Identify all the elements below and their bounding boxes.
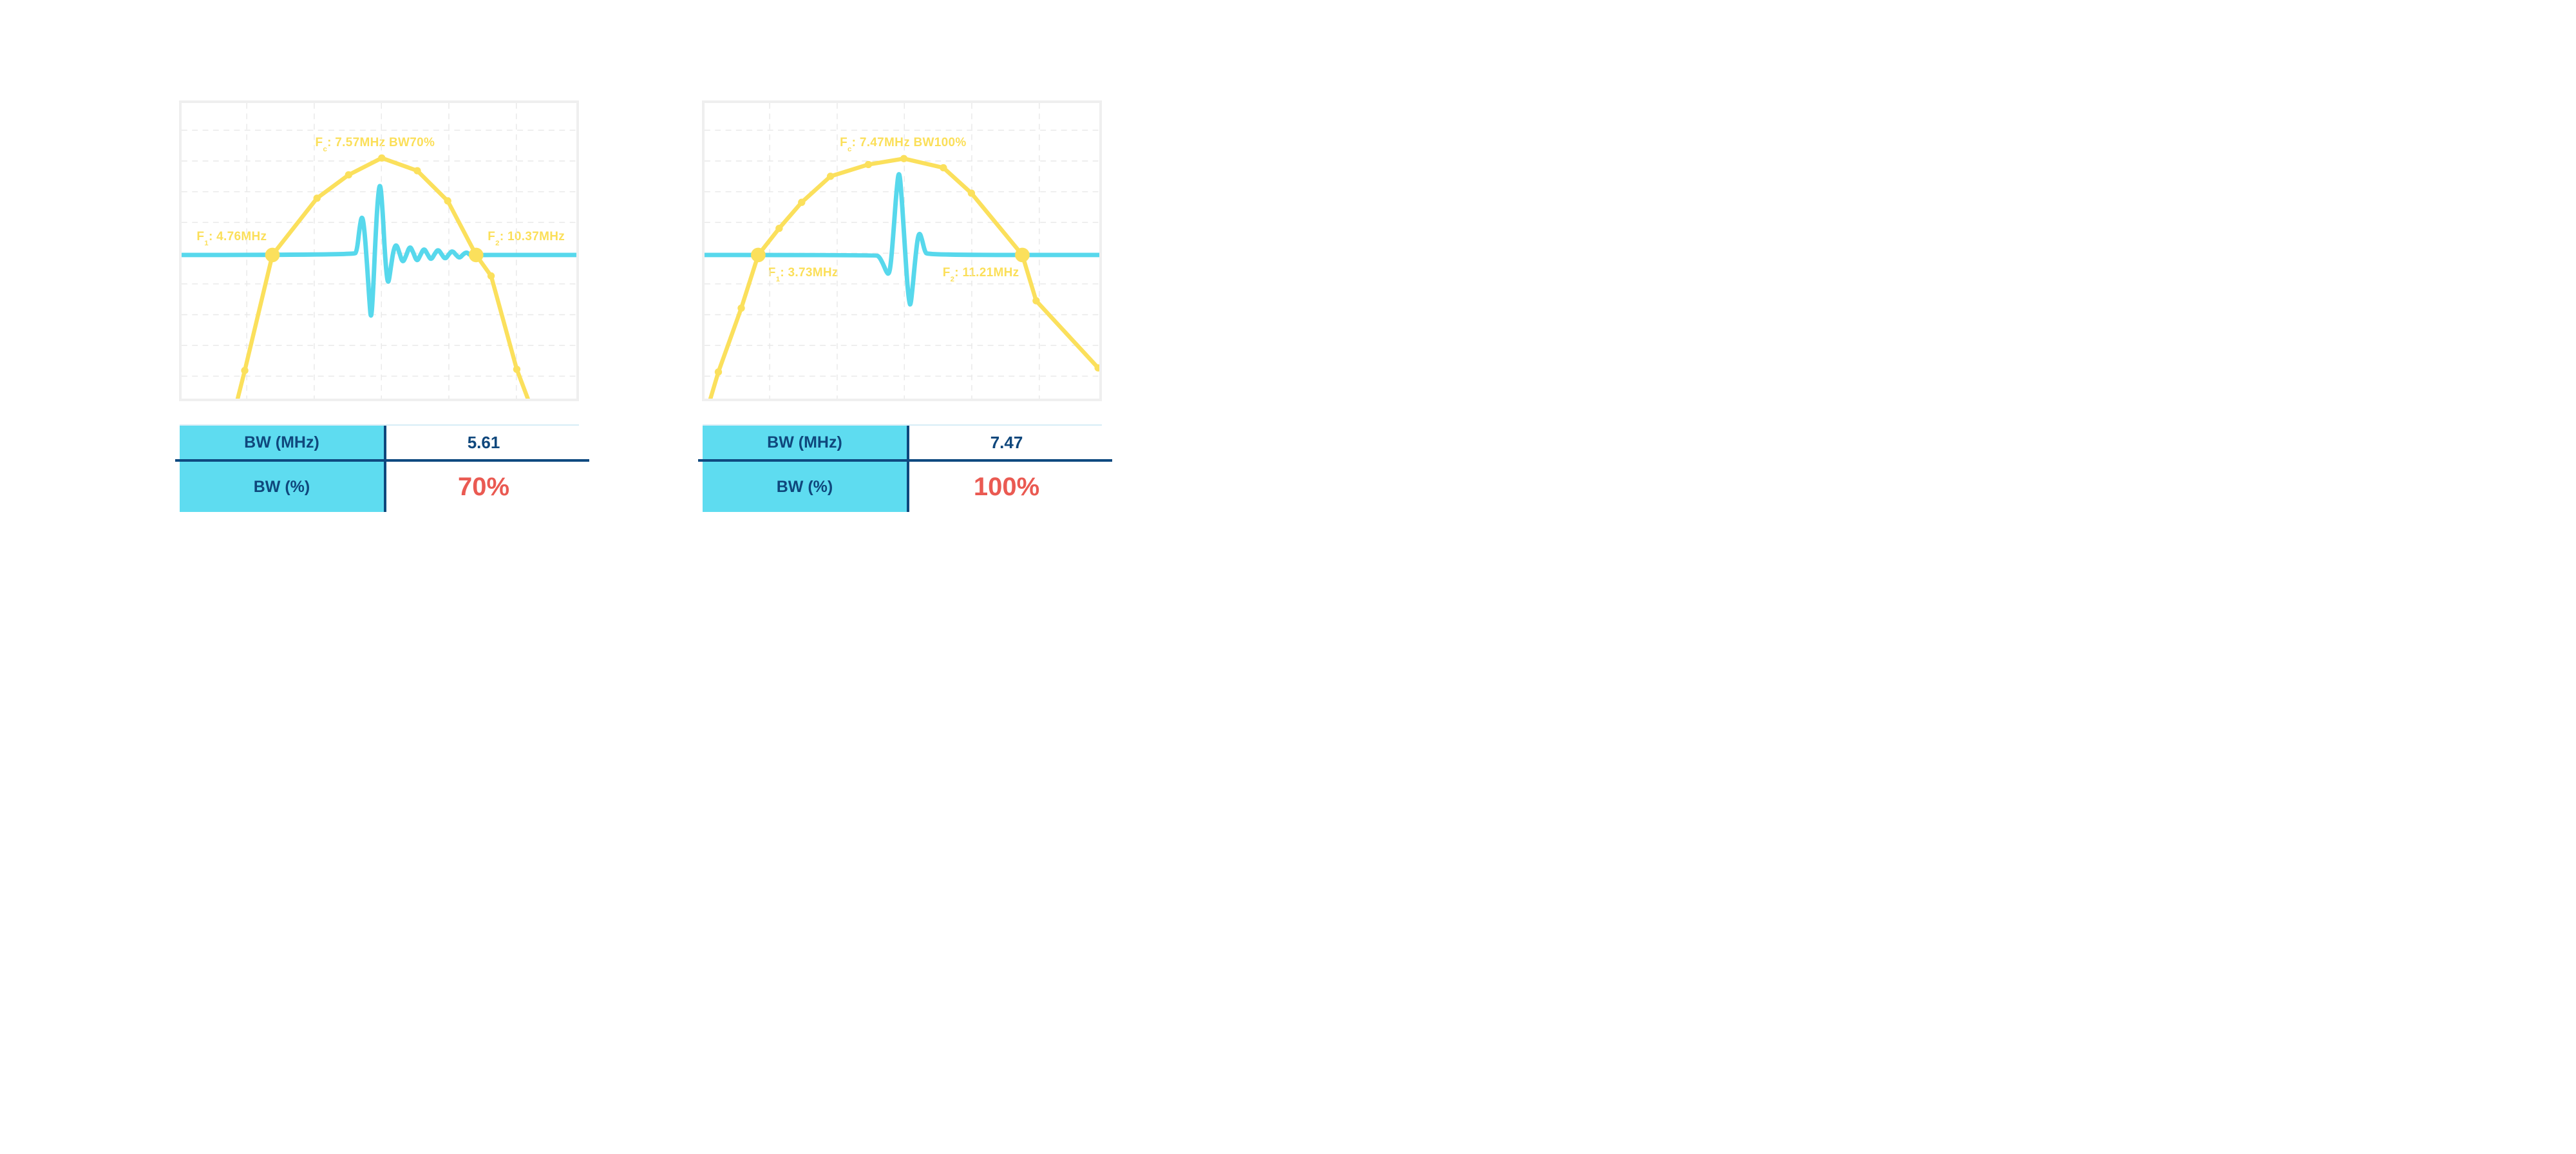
spectrum-point-marker	[714, 368, 723, 376]
chart-panel-bw70: Fc: 7.57MHz BW70% F1: 4.76MHz F2: 10.37M…	[179, 100, 579, 401]
spectrum-point-marker	[487, 272, 495, 280]
table-row-divider	[175, 459, 589, 462]
spectrum-curve	[708, 156, 1099, 399]
table-row-label: BW (MHz)	[767, 433, 842, 451]
chart-plot-area	[705, 103, 1099, 399]
table-top-rule	[180, 424, 579, 426]
bandwidth-crossing-marker	[751, 247, 766, 263]
f2-frequency-label: F2: 11.21MHz	[942, 266, 1019, 284]
bw-percent-value: 100%	[973, 472, 1040, 501]
bandwidth-crossing-marker	[265, 247, 280, 263]
spectrum-point-marker	[864, 160, 873, 169]
spectrum-point-marker	[940, 164, 947, 172]
spectrum-point-marker	[241, 366, 249, 375]
spectrum-point-marker	[1032, 297, 1040, 305]
table-column-divider	[384, 426, 386, 512]
chart-plot-area	[182, 103, 576, 399]
bandwidth-table-bw100: BW (MHz) BW (%) 7.47 100%	[698, 424, 1112, 512]
pulse-waveform	[182, 184, 576, 318]
spectrum-point-marker	[798, 198, 806, 206]
spectrum-point-marker	[900, 155, 908, 162]
table-column-divider	[907, 426, 909, 512]
table-row-label: BW (MHz)	[244, 433, 319, 451]
spectrum-point-marker	[737, 304, 745, 312]
f2-frequency-label: F2: 10.37MHz	[488, 230, 565, 248]
chart-group-bw100: Fc: 7.47MHz BW100% F1: 3.73MHz F2: 11.21…	[698, 100, 1112, 519]
bw-mhz-value: 5.61	[467, 432, 500, 452]
center-frequency-label: Fc: 7.57MHz BW70%	[315, 135, 435, 153]
bandwidth-crossing-marker	[468, 247, 484, 263]
f1-frequency-label: F1: 4.76MHz	[196, 230, 267, 248]
bandwidth-table-bw70: BW (MHz) BW (%) 5.61 70%	[175, 424, 589, 512]
pulse-waveform	[705, 172, 1099, 307]
spectrum-point-marker	[413, 167, 421, 175]
chart-group-bw70: Fc: 7.57MHz BW70% F1: 4.76MHz F2: 10.37M…	[175, 100, 589, 519]
spectrum-point-marker	[1094, 364, 1099, 372]
chart-panel-bw100: Fc: 7.47MHz BW100% F1: 3.73MHz F2: 11.21…	[702, 100, 1102, 401]
table-row-divider	[698, 459, 1112, 462]
spectrum-curve	[235, 156, 530, 399]
table-row-label: BW (%)	[253, 477, 310, 496]
spectrum-point-marker	[378, 154, 386, 162]
spectrum-point-marker	[826, 173, 835, 180]
table-label-column	[180, 426, 384, 512]
table-label-column	[703, 426, 907, 512]
spectrum-point-marker	[513, 365, 521, 374]
bandwidth-crossing-marker	[1015, 247, 1030, 263]
spectrum-point-marker	[313, 194, 321, 202]
bw-percent-value: 70%	[457, 472, 510, 501]
spectrum-point-marker	[345, 171, 352, 179]
figure-canvas: Fc: 7.57MHz BW70% F1: 4.76MHz F2: 10.37M…	[0, 0, 1288, 577]
center-frequency-label: Fc: 7.47MHz BW100%	[840, 135, 967, 153]
spectrum-point-marker	[444, 197, 451, 205]
f1-frequency-label: F1: 3.73MHz	[768, 266, 838, 284]
bw-mhz-value: 7.47	[990, 432, 1023, 452]
table-row-label: BW (%)	[776, 477, 833, 496]
spectrum-point-marker	[967, 189, 976, 197]
table-top-rule	[703, 424, 1102, 426]
spectrum-point-marker	[775, 224, 783, 232]
